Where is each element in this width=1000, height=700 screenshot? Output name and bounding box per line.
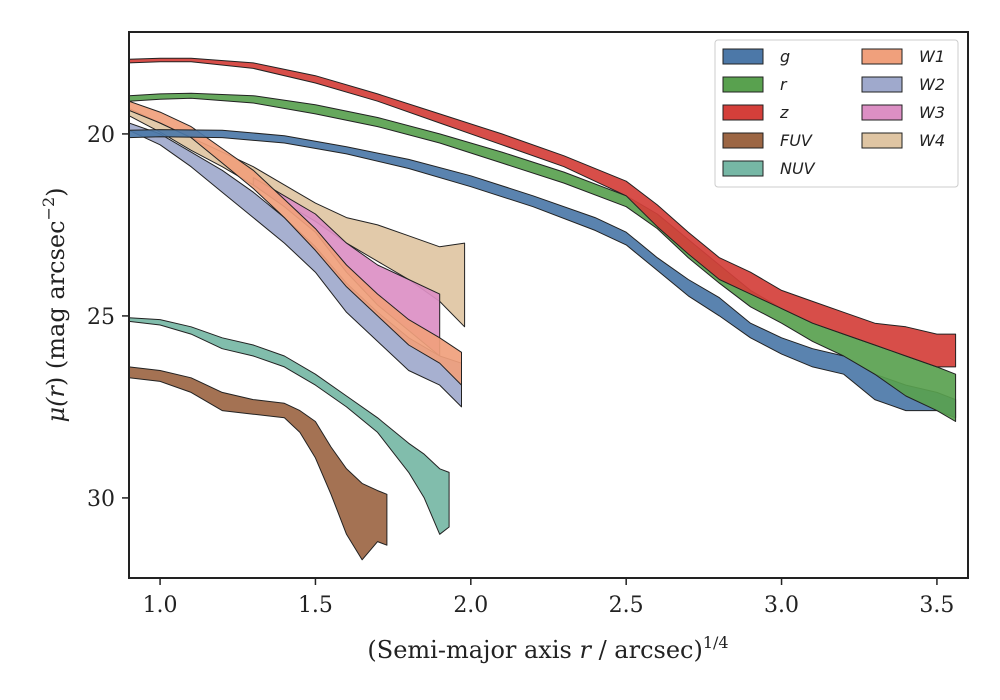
legend-swatch-r [722, 76, 764, 93]
y-axis-label-symbol: μ( [42, 397, 70, 423]
legend-label-r: r [780, 75, 788, 94]
y-axis-label-exponent: −2 [39, 197, 58, 221]
legend-label-W2: W2 [919, 75, 945, 94]
data-bands [129, 57, 957, 561]
y-axis-label-part-2: ) (mag arcsec [42, 220, 70, 386]
band-NUV [129, 317, 450, 535]
legend: grz FUV NUV W1 W2 W3 W4 [714, 39, 959, 188]
x-axis-label-part-1: (Semi-major axis [367, 636, 579, 664]
legend-label-W3: W3 [919, 103, 945, 122]
legend-swatch-g [722, 48, 764, 65]
legend-swatch-W1 [861, 48, 903, 65]
band-z [129, 57, 957, 368]
y-tick-label: 20 [87, 123, 115, 148]
legend-swatch-W2 [861, 76, 903, 93]
legend-swatch-W4 [861, 132, 903, 149]
y-axis-label-var: r [42, 385, 70, 398]
plot-frame [128, 31, 969, 579]
legend-label-NUV: NUV [780, 159, 816, 178]
x-axis-label: (Semi-major axis r / arcsec)1/4 [367, 633, 728, 664]
legend-swatch-NUV [722, 160, 764, 177]
x-axis-label-var: r [579, 636, 592, 664]
x-axis-label-part-2: / arcsec) [591, 636, 703, 664]
legend-label-W1: W1 [919, 47, 945, 66]
legend-label-g: g [780, 47, 790, 66]
y-axis-label-close: ) [42, 187, 70, 196]
x-tick-label: 1.0 [143, 593, 178, 618]
legend-label-z: z [779, 103, 789, 122]
x-tick-label: 1.5 [298, 593, 333, 618]
x-axis-label-exponent: 1/4 [703, 633, 729, 652]
band-r [129, 92, 957, 422]
x-axis-ticks: 1.0 1.5 2.0 2.5 3.0 3.5 [143, 578, 954, 618]
legend-swatch-z [722, 104, 764, 121]
band-W2 [129, 122, 462, 408]
band-W1 [129, 100, 462, 386]
y-axis-ticks: 20 25 30 [87, 123, 129, 512]
x-tick-label: 2.0 [453, 593, 488, 618]
x-tick-label: 3.0 [764, 593, 799, 618]
y-tick-label: 30 [87, 487, 115, 512]
legend-swatch-FUV [722, 132, 764, 149]
y-tick-label: 25 [87, 305, 115, 330]
y-axis-label: μ(r) (mag arcsec−2) [39, 187, 70, 422]
band-FUV [129, 366, 388, 561]
x-tick-label: 3.5 [919, 593, 954, 618]
legend-label-FUV: FUV [780, 131, 813, 150]
x-tick-label: 2.5 [609, 593, 644, 618]
legend-label-W4: W4 [919, 131, 945, 150]
legend-swatch-W3 [861, 104, 903, 121]
